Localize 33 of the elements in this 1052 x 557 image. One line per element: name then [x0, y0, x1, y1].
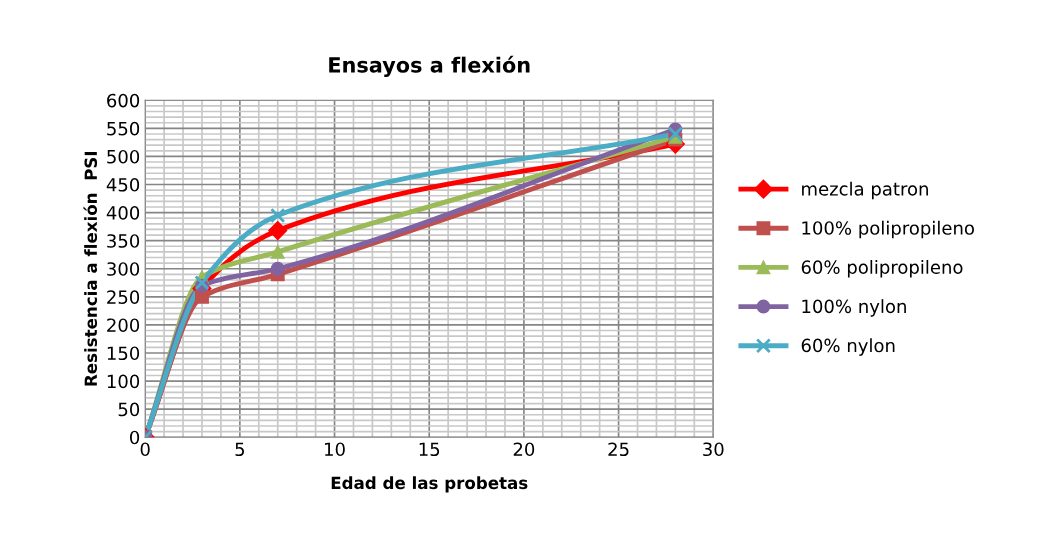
y-tick-label: 550 [107, 121, 140, 136]
y-tick-label: 250 [107, 290, 140, 304]
x-tick-label: 10 [325, 442, 345, 457]
y-tick-label: 150 [107, 346, 140, 361]
chart-title: Ensayos a flexión [329, 55, 530, 77]
y-tick-label: 600 [107, 93, 140, 108]
y-tick-label: 450 [106, 177, 140, 192]
x-tick-label: 15 [419, 442, 440, 457]
y-axis-title: Resistencia a flexión PSI [83, 152, 98, 386]
x-tick-label: 20 [513, 442, 535, 457]
y-tick-label: 100 [107, 374, 140, 389]
x-tick-label: 5 [235, 442, 245, 457]
point [195, 289, 209, 304]
x-tick-label: 30 [703, 442, 724, 457]
legend-label: 100% polipropileno [802, 220, 974, 239]
y-tick-label: 300 [107, 262, 140, 276]
y-tick-label: 50 [118, 402, 140, 417]
x-tick-label: 0 [140, 442, 150, 457]
point [270, 207, 286, 224]
x-tick-label: 25 [608, 442, 629, 457]
y-tick-label: 200 [107, 318, 140, 333]
y-tick-label: 500 [107, 149, 140, 164]
y-tick-label: 400 [106, 206, 140, 220]
x-axis-title: Edad de las probetas [331, 476, 528, 493]
y-tick-label: 350 [107, 234, 140, 248]
legend-label: mezcla patron [802, 181, 928, 200]
point [270, 261, 285, 276]
legend-label: 60% nylon [801, 338, 895, 356]
legend-label: 100% nylon [802, 299, 906, 317]
point [268, 221, 288, 241]
y-tick-label: 0 [130, 430, 140, 445]
legend-label: 60% polipropileno [801, 260, 963, 278]
point [270, 244, 285, 259]
